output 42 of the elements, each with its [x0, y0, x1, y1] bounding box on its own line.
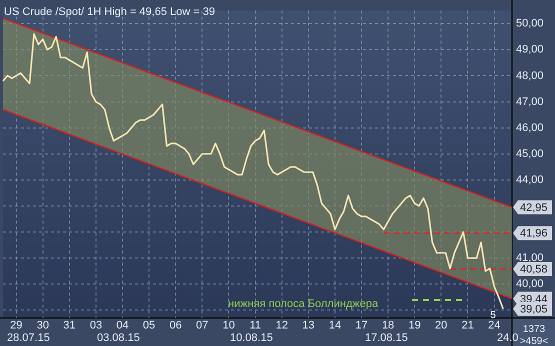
y-tick-label: 45,00	[516, 148, 544, 160]
data-label: 39,05	[520, 303, 548, 316]
y-tick-label: 49,00	[516, 44, 544, 56]
text: 1373	[522, 324, 546, 335]
x-tick-label: 31	[63, 320, 76, 332]
text: >459<	[520, 336, 548, 346]
text: 17.08.15	[365, 332, 408, 344]
x-tick-label: 19	[408, 320, 421, 332]
x-tick-label: 17	[355, 320, 368, 332]
x-tick-label: 29	[10, 320, 22, 332]
x-tick-label: 03	[90, 320, 102, 332]
y-tick-label: 44,00	[516, 174, 544, 186]
x-tick-label: 24	[488, 320, 500, 332]
x-tick-label: 18	[382, 320, 394, 332]
chart-title: US Crude /Spot/ 1H High = 49,65 Low = 39	[4, 6, 215, 18]
x-tick-label: 04	[116, 320, 129, 332]
x-tick-label: 21	[462, 320, 474, 332]
x-tick-label: 14	[328, 320, 342, 332]
annotation: нижняя полоса Боллинджера	[228, 298, 379, 310]
x-tick-label: 20	[435, 320, 448, 332]
x-tick-label: 05	[142, 320, 156, 332]
y-tick-label: 40,00	[516, 278, 544, 290]
annotation: 5	[490, 310, 496, 321]
y-tick-label: 48,00	[516, 70, 544, 82]
data-label: 41,96	[520, 228, 548, 240]
y-tick-label: 47,00	[516, 96, 544, 108]
x-tick-label: 13	[302, 320, 315, 332]
x-tick-label: 30	[36, 320, 49, 332]
data-label: 42,95	[520, 202, 548, 214]
x-tick-label: 07	[196, 320, 208, 332]
x-tick-label: 06	[169, 320, 182, 332]
text: 03.08.15	[97, 332, 140, 344]
x-tick-label: 11	[250, 320, 261, 332]
text: 24.0	[497, 332, 518, 344]
text: 28.07.15	[7, 332, 50, 344]
x-tick-label: 10	[222, 320, 235, 332]
y-tick-label: 46,00	[516, 122, 544, 134]
y-tick-label: 41,00	[516, 252, 544, 264]
x-tick-label: 12	[276, 320, 288, 332]
y-tick-label: 50,00	[516, 18, 544, 30]
text: 10.08.15	[230, 332, 273, 344]
data-label: 40,58	[520, 264, 548, 276]
